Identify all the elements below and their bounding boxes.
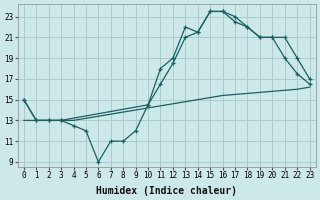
X-axis label: Humidex (Indice chaleur): Humidex (Indice chaleur)	[96, 186, 237, 196]
